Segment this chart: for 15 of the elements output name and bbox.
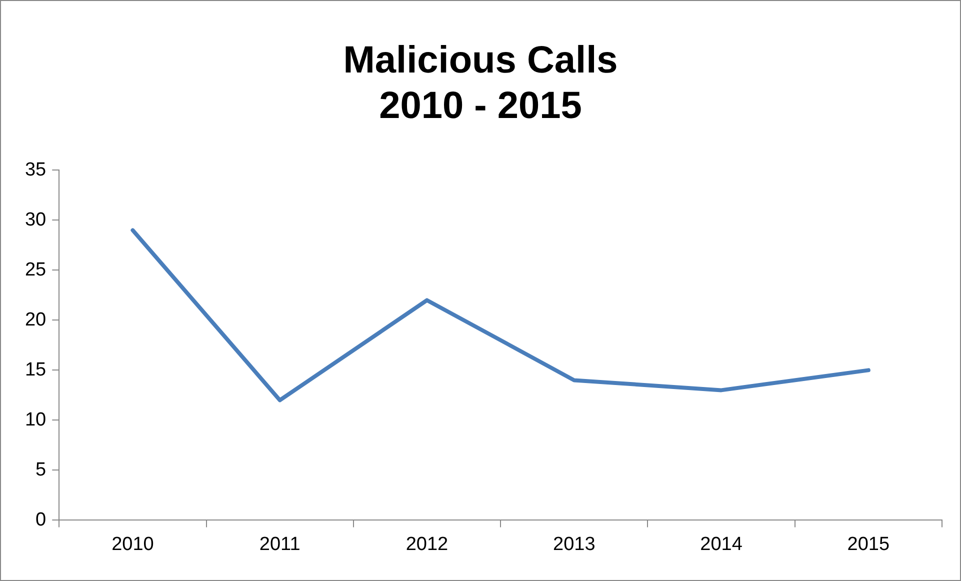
y-tick-label: 0	[36, 509, 46, 530]
x-tick-label: 2011	[259, 534, 300, 555]
x-tick-label: 2014	[700, 534, 743, 555]
x-tick-label: 2010	[112, 534, 154, 555]
y-tick-label: 35	[24, 159, 46, 180]
x-tick-label: 2013	[553, 534, 596, 555]
y-tick-label: 10	[24, 409, 46, 430]
y-tick-label: 20	[24, 309, 46, 330]
y-tick-label: 30	[24, 209, 46, 230]
y-tick-label: 5	[36, 459, 46, 480]
chart-title: Malicious Calls 2010 - 2015	[343, 39, 618, 127]
x-tick-label: 2012	[406, 534, 448, 555]
y-tick-label: 25	[24, 259, 46, 280]
y-tick-label: 15	[24, 359, 46, 380]
x-tick-label: 2015	[847, 534, 890, 555]
